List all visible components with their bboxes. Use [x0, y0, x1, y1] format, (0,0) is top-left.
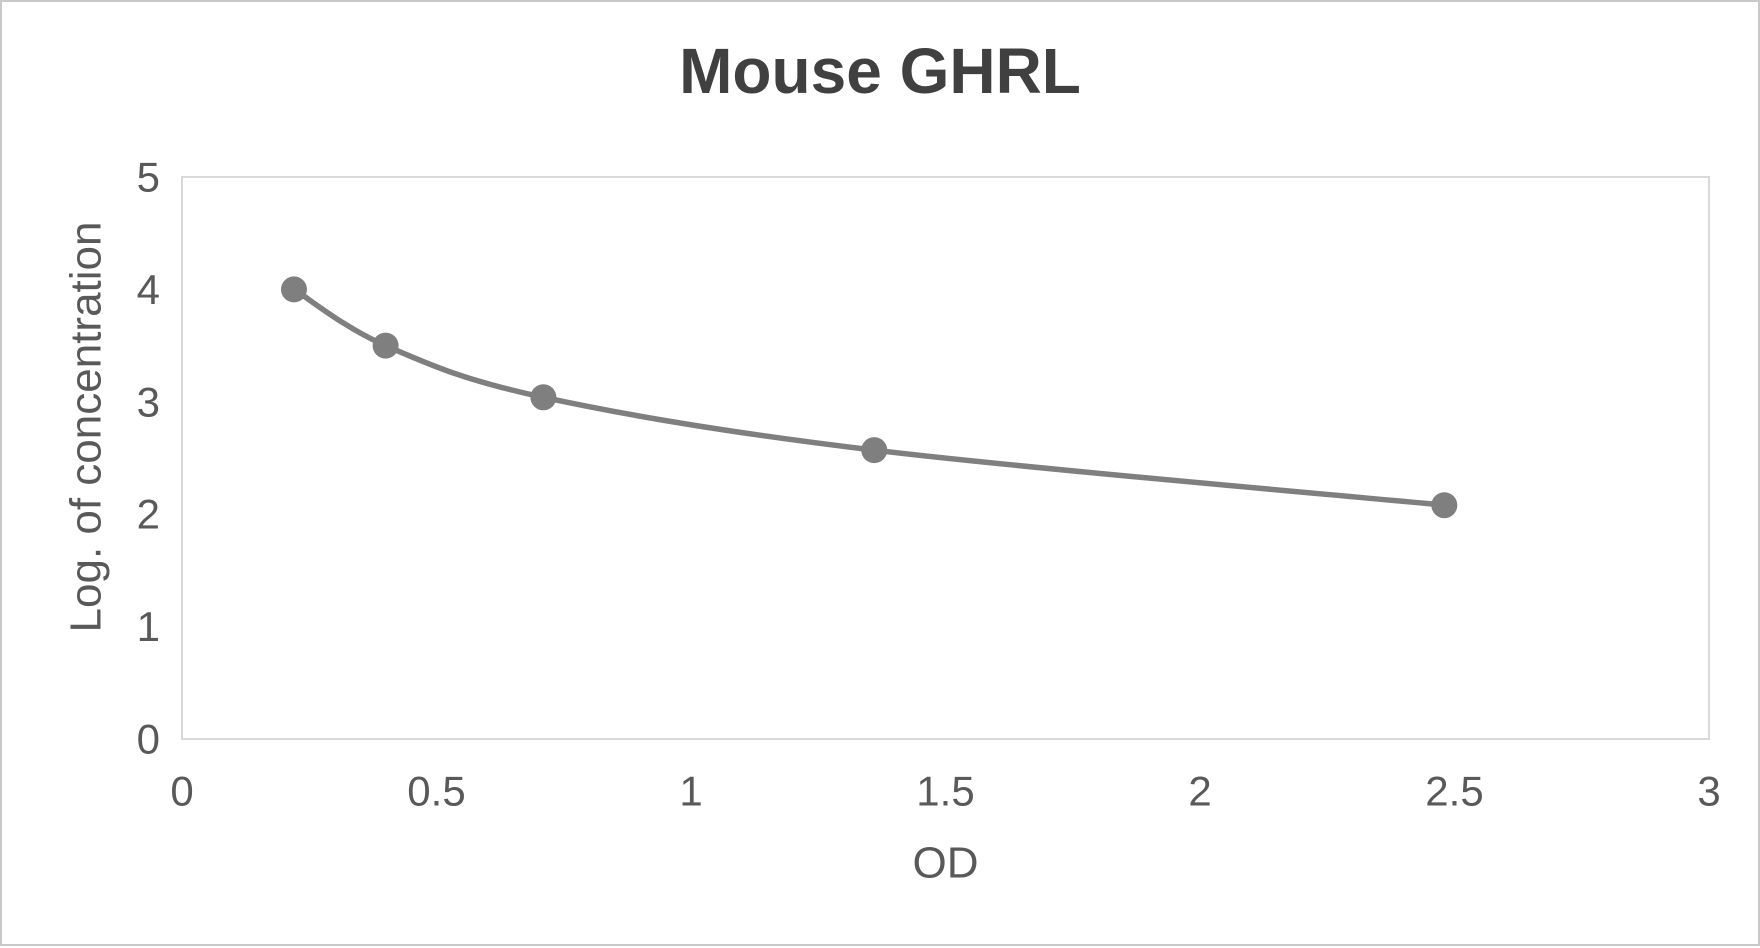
data-point-marker — [1431, 492, 1458, 519]
chart-title: Mouse GHRL — [679, 35, 1081, 107]
y-tick-label: 1 — [137, 603, 160, 650]
y-tick-label: 4 — [137, 266, 160, 313]
x-tick-label: 1.5 — [916, 768, 974, 815]
y-tick-label: 0 — [137, 716, 160, 763]
y-axis-title: Log. of concentration — [62, 222, 111, 633]
data-point-marker — [530, 384, 557, 411]
y-tick-label: 5 — [137, 154, 160, 201]
data-point-marker — [372, 332, 399, 359]
x-tick-label: 2.5 — [1425, 768, 1483, 815]
data-point-marker — [280, 276, 307, 303]
x-tick-label: 0.5 — [407, 768, 465, 815]
y-tick-label: 2 — [137, 491, 160, 538]
y-tick-label: 3 — [137, 378, 160, 425]
x-tick-label: 3 — [1697, 768, 1720, 815]
x-tick-label: 1 — [679, 768, 702, 815]
plot-area-border — [181, 176, 1710, 740]
data-point-marker — [861, 437, 888, 464]
standard-curve-line — [291, 286, 1448, 508]
x-tick-label: 2 — [1188, 768, 1211, 815]
x-tick-label: 0 — [170, 768, 193, 815]
x-axis-title: OD — [913, 839, 979, 888]
